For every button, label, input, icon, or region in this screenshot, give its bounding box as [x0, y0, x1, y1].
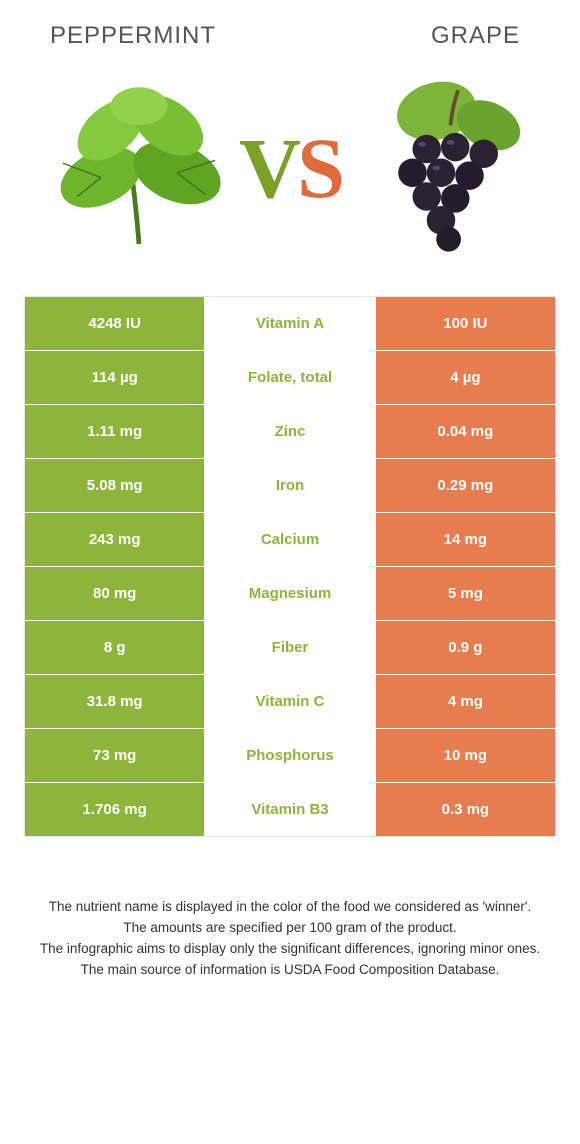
left-value-cell: 243 mg	[25, 513, 204, 566]
footnote-line: The amounts are specified per 100 gram o…	[30, 918, 550, 939]
left-value-cell: 114 µg	[25, 351, 204, 404]
vs-v: V	[239, 120, 297, 216]
left-value-cell: 80 mg	[25, 567, 204, 620]
hero: VS	[0, 68, 580, 268]
right-food-title: Grape	[431, 22, 520, 50]
right-value-cell: 0.29 mg	[376, 459, 555, 512]
right-value-cell: 14 mg	[376, 513, 555, 566]
left-value-cell: 1.706 mg	[25, 783, 204, 836]
header: Peppermint Grape	[0, 22, 580, 50]
nutrient-name-cell: Vitamin C	[204, 675, 375, 728]
right-value-cell: 100 IU	[376, 297, 555, 350]
nutrient-name-cell: Magnesium	[204, 567, 375, 620]
nutrient-name-cell: Fiber	[204, 621, 375, 674]
vs-label: VS	[239, 118, 341, 218]
right-value-cell: 10 mg	[376, 729, 555, 782]
right-value-cell: 0.04 mg	[376, 405, 555, 458]
left-value-cell: 8 g	[25, 621, 204, 674]
peppermint-illustration	[39, 68, 239, 268]
table-row: 5.08 mgIron0.29 mg	[25, 459, 555, 513]
table-row: 31.8 mgVitamin C4 mg	[25, 675, 555, 729]
vs-s: S	[297, 120, 341, 216]
right-value-cell: 4 mg	[376, 675, 555, 728]
left-food-title: Peppermint	[50, 22, 216, 50]
right-value-cell: 4 µg	[376, 351, 555, 404]
left-value-cell: 1.11 mg	[25, 405, 204, 458]
right-value-cell: 5 mg	[376, 567, 555, 620]
right-value-cell: 0.9 g	[376, 621, 555, 674]
footnotes: The nutrient name is displayed in the co…	[30, 897, 550, 981]
grape-illustration	[341, 68, 541, 268]
left-value-cell: 73 mg	[25, 729, 204, 782]
table-row: 243 mgCalcium14 mg	[25, 513, 555, 567]
nutrient-table: 4248 IUVitamin A100 IU114 µgFolate, tota…	[24, 296, 556, 837]
table-row: 8 gFiber0.9 g	[25, 621, 555, 675]
nutrient-name-cell: Vitamin A	[204, 297, 375, 350]
footnote-line: The nutrient name is displayed in the co…	[30, 897, 550, 918]
nutrient-name-cell: Vitamin B3	[204, 783, 375, 836]
left-value-cell: 31.8 mg	[25, 675, 204, 728]
table-row: 114 µgFolate, total4 µg	[25, 351, 555, 405]
left-value-cell: 5.08 mg	[25, 459, 204, 512]
footnote-line: The infographic aims to display only the…	[30, 939, 550, 960]
table-row: 1.706 mgVitamin B30.3 mg	[25, 783, 555, 837]
table-row: 4248 IUVitamin A100 IU	[25, 297, 555, 351]
table-row: 80 mgMagnesium5 mg	[25, 567, 555, 621]
nutrient-name-cell: Phosphorus	[204, 729, 375, 782]
nutrient-name-cell: Zinc	[204, 405, 375, 458]
left-value-cell: 4248 IU	[25, 297, 204, 350]
nutrient-name-cell: Folate, total	[204, 351, 375, 404]
table-row: 73 mgPhosphorus10 mg	[25, 729, 555, 783]
table-row: 1.11 mgZinc0.04 mg	[25, 405, 555, 459]
nutrient-name-cell: Calcium	[204, 513, 375, 566]
nutrient-name-cell: Iron	[204, 459, 375, 512]
footnote-line: The main source of information is USDA F…	[30, 960, 550, 981]
right-value-cell: 0.3 mg	[376, 783, 555, 836]
